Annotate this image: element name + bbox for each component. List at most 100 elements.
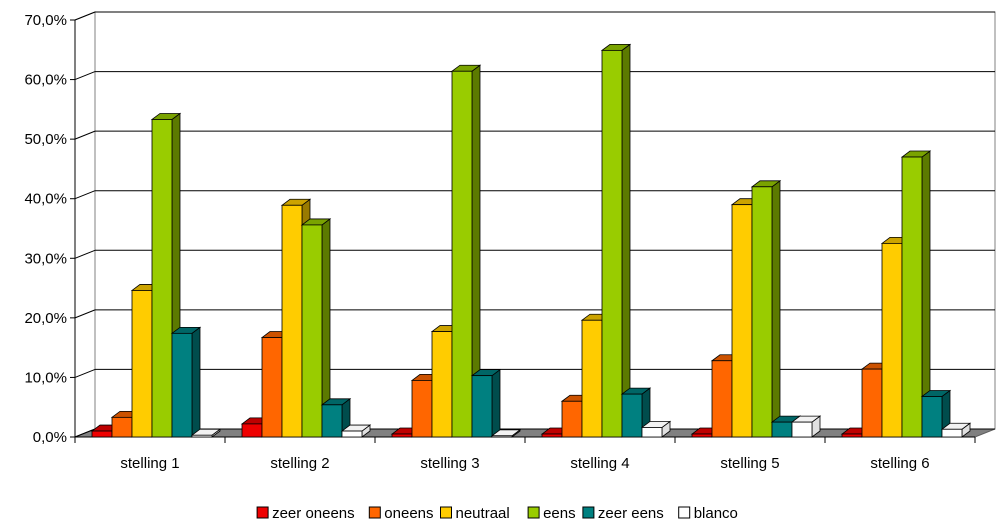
- legend-swatch: [527, 506, 540, 519]
- bar-front: [771, 421, 793, 438]
- legend-item: blanco: [678, 505, 738, 522]
- bar-front: [151, 119, 173, 438]
- bar-front: [921, 396, 943, 438]
- gridline-side: [74, 11, 96, 21]
- bar-front: [581, 319, 603, 438]
- bar-front: [881, 242, 903, 438]
- gridline-side: [74, 428, 96, 438]
- chart-walls: [74, 11, 996, 438]
- bar-front: [641, 427, 663, 438]
- y-tick-label: 70,0%: [24, 12, 67, 29]
- y-tick-label: 20,0%: [24, 310, 67, 327]
- bar-front: [941, 428, 963, 438]
- legend-label: zeer eens: [598, 505, 664, 522]
- bar-front: [561, 400, 583, 438]
- x-tick-label: stelling 5: [720, 455, 779, 472]
- bar-front: [241, 423, 263, 438]
- bar-front: [601, 49, 623, 438]
- bar-front: [341, 430, 363, 438]
- bar-front: [791, 421, 813, 438]
- y-tick-label: 60,0%: [24, 72, 67, 89]
- gridline-side: [74, 368, 96, 378]
- bar: [750, 180, 782, 438]
- legend-label: zeer oneens: [272, 505, 355, 522]
- gridline-side: [74, 190, 96, 200]
- bar-front: [691, 433, 713, 438]
- bar-front: [541, 433, 563, 438]
- gridline-side: [74, 71, 96, 81]
- x-tick-label: stelling 2: [270, 455, 329, 472]
- bar: [340, 424, 372, 438]
- bar-front: [861, 368, 883, 438]
- legend-swatch: [368, 506, 381, 519]
- bar-side: [621, 43, 631, 438]
- bar-front: [451, 70, 473, 438]
- gridline-side: [74, 130, 96, 140]
- bar-front: [281, 204, 303, 438]
- x-tick-label: stelling 6: [870, 455, 929, 472]
- y-axis-tick-labels: 0,0% 10,0% 20,0% 30,0% 40,0% 50,0% 60,0% 70,0%: [24, 12, 67, 446]
- x-axis-tick-labels: stelling 1 stelling 2 stelling 3 stelling 4…: [120, 455, 929, 472]
- legend-label: oneens: [384, 505, 433, 522]
- bar: [920, 389, 952, 438]
- bar-front: [261, 337, 283, 438]
- bar: [190, 428, 222, 438]
- bar-front: [491, 435, 513, 438]
- bar-front: [621, 393, 643, 438]
- bar-front: [191, 434, 213, 438]
- bar: [900, 150, 932, 438]
- legend-item: oneens: [368, 505, 434, 522]
- bar: [450, 64, 482, 438]
- bar-front: [131, 290, 153, 438]
- bar: [470, 368, 502, 438]
- bar-front: [731, 204, 753, 438]
- legend-label: neutraal: [456, 505, 510, 522]
- y-tick-label: 0,0%: [33, 429, 67, 446]
- legend-swatch: [256, 506, 269, 519]
- bar-side: [191, 326, 201, 438]
- bar: [600, 43, 632, 438]
- x-tick-label: stelling 4: [570, 455, 629, 472]
- bar-front: [901, 156, 923, 438]
- gridline-side: [74, 249, 96, 259]
- bar-front: [751, 186, 773, 438]
- y-tick-label: 10,0%: [24, 369, 67, 386]
- legend-item: neutraal: [440, 505, 510, 522]
- legend-item: zeer oneens: [256, 505, 355, 522]
- legend-label: eens: [543, 505, 576, 522]
- bar: [640, 420, 672, 438]
- x-tick-label: stelling 3: [420, 455, 479, 472]
- y-tick-label: 40,0%: [24, 191, 67, 208]
- legend-item: zeer eens: [582, 505, 664, 522]
- legend-swatch: [678, 506, 691, 519]
- back-wall: [94, 11, 996, 430]
- bar: [170, 326, 202, 438]
- bar: [490, 429, 522, 438]
- y-tick-label: 30,0%: [24, 250, 67, 267]
- bars: [90, 43, 972, 438]
- bar-front: [391, 433, 413, 438]
- bar-front: [301, 224, 323, 438]
- legend: zeer oneens oneens neutraal eens zeer eens bl…: [256, 505, 738, 522]
- bar: [790, 415, 822, 438]
- bar-front: [431, 331, 453, 438]
- x-tick-label: stelling 1: [120, 455, 179, 472]
- legend-swatch: [582, 506, 595, 519]
- bar-front: [171, 332, 193, 438]
- bar-front: [111, 416, 133, 438]
- bar-side: [491, 368, 501, 438]
- bar-front: [471, 375, 493, 438]
- gridline-side: [74, 309, 96, 319]
- legend-swatch: [440, 506, 452, 519]
- bar: [300, 218, 332, 438]
- bar-front: [841, 433, 863, 438]
- bar-front: [411, 380, 433, 438]
- gridlines: [70, 11, 995, 443]
- bar-side: [771, 180, 781, 438]
- legend-item: eens: [527, 505, 576, 522]
- y-tick-label: 50,0%: [24, 131, 67, 148]
- bar: [940, 422, 972, 438]
- bar-front: [91, 430, 113, 438]
- legend-label: blanco: [694, 505, 738, 522]
